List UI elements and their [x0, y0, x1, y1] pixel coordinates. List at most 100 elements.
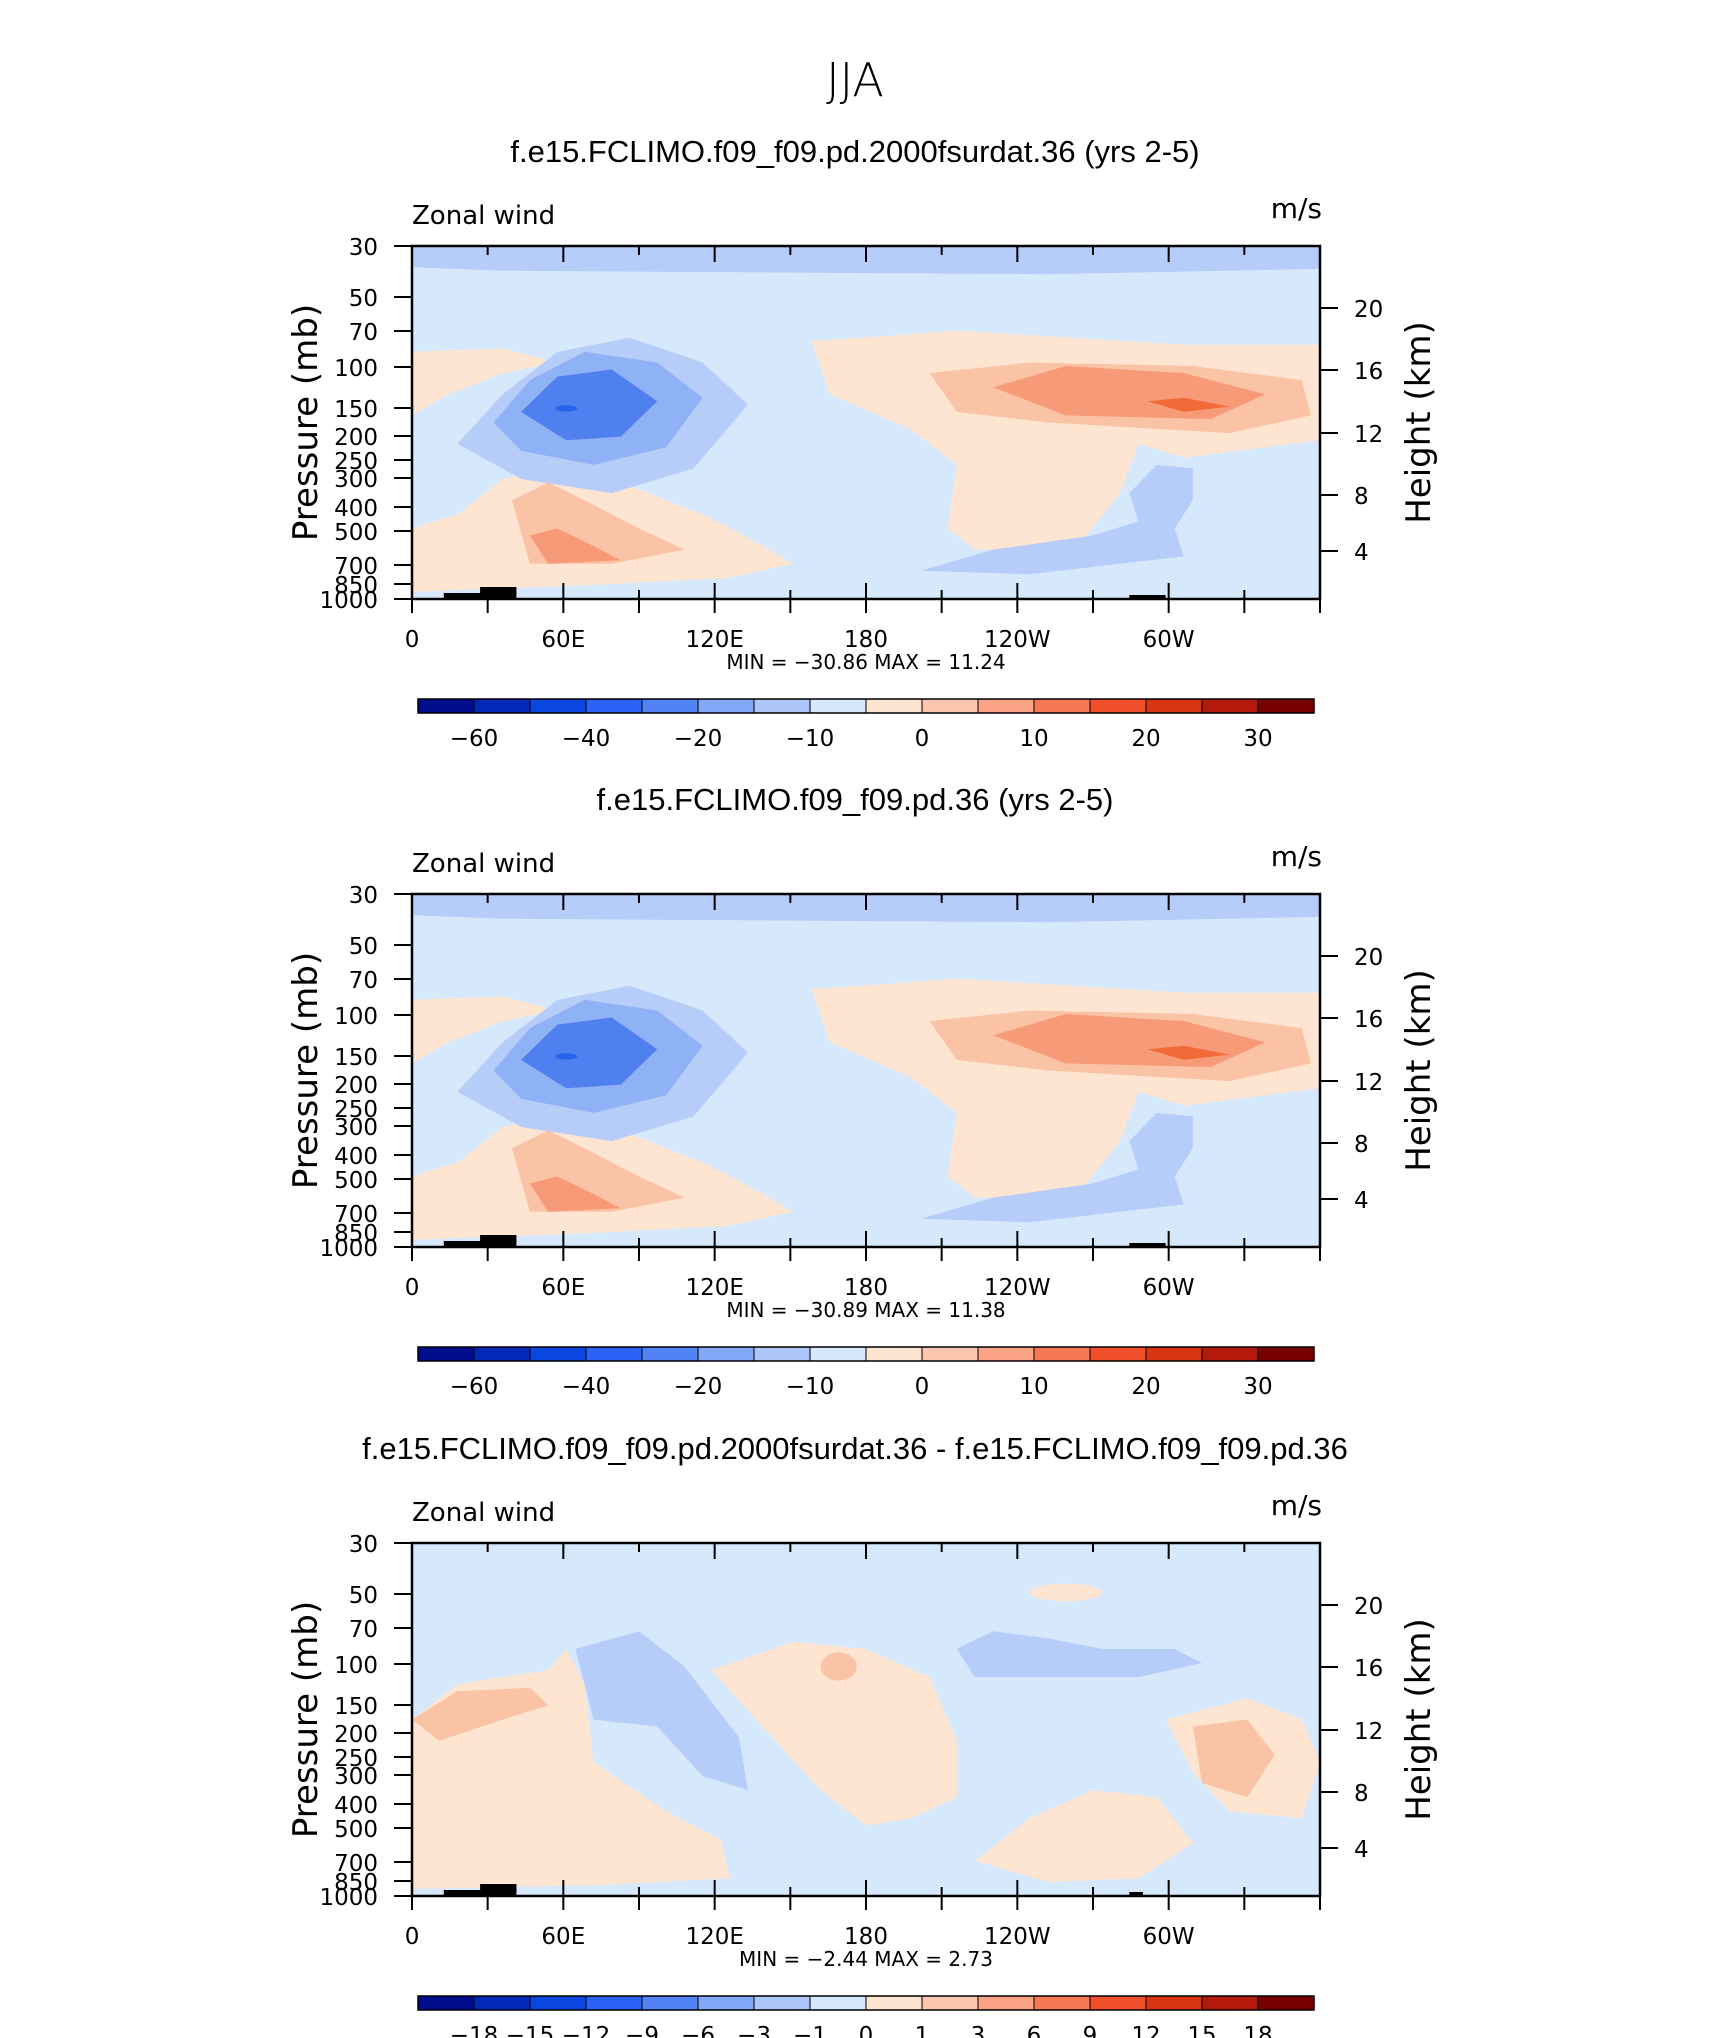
colorbar-label: 20 — [1131, 726, 1160, 752]
terrain-tibet — [480, 1884, 517, 1892]
colorbar-frame — [417, 1346, 1315, 1362]
terrain-andes — [1129, 595, 1166, 599]
y-tick-label: 50 — [349, 1583, 378, 1609]
chart-panel-3: f.e15.FCLIMO.f09_f09.pd.2000fsurdat.36 -… — [286, 1431, 1439, 2038]
contour-pos-low-dark — [530, 1176, 621, 1212]
y-tick-label: 700 — [334, 1202, 378, 1228]
y-tick-label: 70 — [349, 968, 378, 994]
contour-neg-jet-dark — [521, 1017, 658, 1089]
colorbar-swatch — [1145, 1995, 1203, 2011]
terrain-andes — [1129, 1243, 1166, 1247]
y-right-tick-label: 8 — [1354, 484, 1369, 510]
y-tick-label: 500 — [334, 1817, 378, 1843]
chart-panel-2: f.e15.FCLIMO.f09_f09.pd.36 (yrs 2-5) Zona… — [286, 782, 1439, 1400]
colorbar-swatch — [977, 698, 1035, 714]
colorbar-swatch — [921, 1995, 979, 2011]
colorbar-swatch — [1033, 1995, 1091, 2011]
colorbar-label: 0 — [859, 2023, 874, 2038]
y-right-axis-title: Height (km) — [1399, 1618, 1439, 1821]
colorbar-label: −20 — [674, 726, 723, 752]
colorbar-swatch — [1145, 698, 1203, 714]
y-right-tick-label: 4 — [1354, 1188, 1369, 1214]
contour-pos-east-core — [1147, 1045, 1230, 1060]
y-tick-label: 500 — [334, 520, 378, 546]
colorbar-swatch — [753, 1346, 811, 1362]
y-tick-label: 70 — [349, 320, 378, 346]
colorbar: −60 −40 −20 −10 0 10 20 30 — [417, 1346, 1315, 1400]
chart-panel-1: f.e15.FCLIMO.f09_f09.pd.2000fsurdat.36 (… — [286, 134, 1439, 752]
contour-diff-pos-west-mid — [412, 1687, 549, 1741]
colorbar-swatch — [417, 1346, 475, 1362]
terrain-asia — [443, 1241, 517, 1247]
contour-field — [412, 246, 1320, 599]
colorbar-label: −20 — [674, 1374, 723, 1400]
page-title: JJA — [826, 53, 884, 107]
colorbar-label: 0 — [915, 726, 930, 752]
y-right-tick-label: 16 — [1354, 359, 1383, 385]
y-tick-label: 850 — [334, 1870, 378, 1896]
colorbar-label: 10 — [1019, 1374, 1048, 1400]
y-right-tick-label: 12 — [1354, 422, 1383, 448]
x-tick-label: 120E — [685, 1924, 743, 1950]
y-tick-label: 700 — [334, 554, 378, 580]
chart-title: f.e15.FCLIMO.f09_f09.pd.2000fsurdat.36 (… — [510, 134, 1199, 169]
colorbar-swatch — [921, 698, 979, 714]
colorbar-swatch — [1257, 698, 1315, 714]
min-max-stats: MIN = −30.86 MAX = 11.24 — [726, 650, 1005, 674]
y-right-tick-label: 4 — [1354, 1837, 1369, 1863]
colorbar-swatch — [417, 698, 475, 714]
contour-diff-pos-mid-dark — [820, 1652, 857, 1681]
y-axis-title: Pressure (mb) — [286, 952, 326, 1189]
colorbar-label: −60 — [450, 1374, 499, 1400]
colorbar-label: 20 — [1131, 1374, 1160, 1400]
colorbar-swatch — [473, 1346, 531, 1362]
contour-pos-low-dark — [530, 528, 621, 564]
colorbar-swatch — [473, 1995, 531, 2011]
y-tick-label: 100 — [334, 1653, 378, 1679]
x-tick-label: 60E — [541, 627, 585, 653]
y-right-tick-label: 12 — [1354, 1719, 1383, 1745]
colorbar-label: −60 — [450, 726, 499, 752]
colorbar-label: 10 — [1019, 726, 1048, 752]
colorbar-swatch — [1257, 1995, 1315, 2011]
colorbar-frame — [417, 1995, 1315, 2011]
colorbar-label: −40 — [562, 1374, 611, 1400]
colorbar-label: 30 — [1243, 1374, 1272, 1400]
y-tick-label: 400 — [334, 1144, 378, 1170]
colorbar-label: 0 — [915, 1374, 930, 1400]
y-tick-label: 1000 — [319, 1885, 378, 1911]
y-tick-label: 150 — [334, 1694, 378, 1720]
colorbar-swatch — [641, 1995, 699, 2011]
y-tick-label: 700 — [334, 1851, 378, 1877]
colorbar-swatch — [529, 1995, 587, 2011]
colorbar-swatch — [1089, 1995, 1147, 2011]
contour-diff-pos-top — [1029, 1583, 1103, 1602]
x-tick-label: 120W — [984, 1275, 1051, 1301]
contour-neg-jet-core — [555, 1053, 578, 1060]
colorbar: −60 −40 −20 −10 0 10 20 30 — [417, 698, 1315, 752]
y-tick-label: 850 — [334, 573, 378, 599]
colorbar-swatch — [473, 698, 531, 714]
colorbar-label: 15 — [1187, 2023, 1216, 2038]
colorbar-swatch — [1033, 698, 1091, 714]
terrain-tibet — [480, 1235, 517, 1243]
colorbar-label: 12 — [1131, 2023, 1160, 2038]
y-tick-label: 850 — [334, 1221, 378, 1247]
colorbar-swatch — [1033, 1346, 1091, 1362]
colorbar-label: 9 — [1083, 2023, 1098, 2038]
x-tick-label: 0 — [405, 1275, 420, 1301]
y-tick-label: 300 — [334, 467, 378, 493]
colorbar-swatch — [1201, 1995, 1259, 2011]
colorbar-swatch — [809, 1346, 867, 1362]
colorbar-label: 3 — [971, 2023, 986, 2038]
contour-diff-pos-mid — [711, 1641, 957, 1826]
x-tick-label: 60W — [1143, 627, 1195, 653]
colorbar-label: 18 — [1243, 2023, 1272, 2038]
y-tick-label: 300 — [334, 1764, 378, 1790]
y-tick-label: 50 — [349, 934, 378, 960]
y-tick-label: 250 — [334, 1097, 378, 1123]
colorbar-swatch — [641, 1346, 699, 1362]
colorbar-swatch — [585, 1346, 643, 1362]
colorbar-swatch — [585, 1995, 643, 2011]
